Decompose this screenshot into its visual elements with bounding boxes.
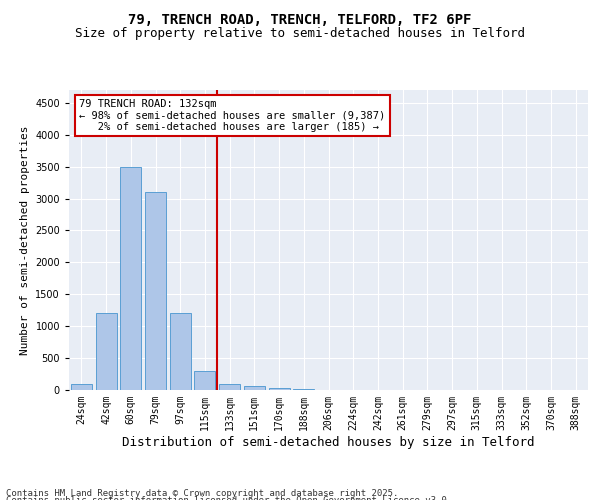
Bar (269, 388, 290, 390)
X-axis label: Distribution of semi-detached houses by size in Telford: Distribution of semi-detached houses by … (122, 436, 535, 448)
Bar (71, 384, 92, 390)
Text: 79, TRENCH ROAD, TRENCH, TELFORD, TF2 6PF: 79, TRENCH ROAD, TRENCH, TELFORD, TF2 6P… (128, 12, 472, 26)
Bar (95, 314, 116, 390)
Text: Contains public sector information licensed under the Open Government Licence v3: Contains public sector information licen… (6, 496, 452, 500)
Bar (170, 314, 191, 390)
Bar (244, 386, 265, 390)
Bar (194, 371, 215, 390)
Text: 79 TRENCH ROAD: 132sqm
← 98% of semi-detached houses are smaller (9,387)
   2% o: 79 TRENCH ROAD: 132sqm ← 98% of semi-det… (79, 99, 386, 132)
Bar (120, 166, 141, 390)
Text: Size of property relative to semi-detached houses in Telford: Size of property relative to semi-detach… (75, 28, 525, 40)
Text: Contains HM Land Registry data © Crown copyright and database right 2025.: Contains HM Land Registry data © Crown c… (6, 488, 398, 498)
Y-axis label: Number of semi-detached properties: Number of semi-detached properties (20, 125, 29, 355)
Bar (219, 384, 240, 390)
Bar (145, 192, 166, 390)
